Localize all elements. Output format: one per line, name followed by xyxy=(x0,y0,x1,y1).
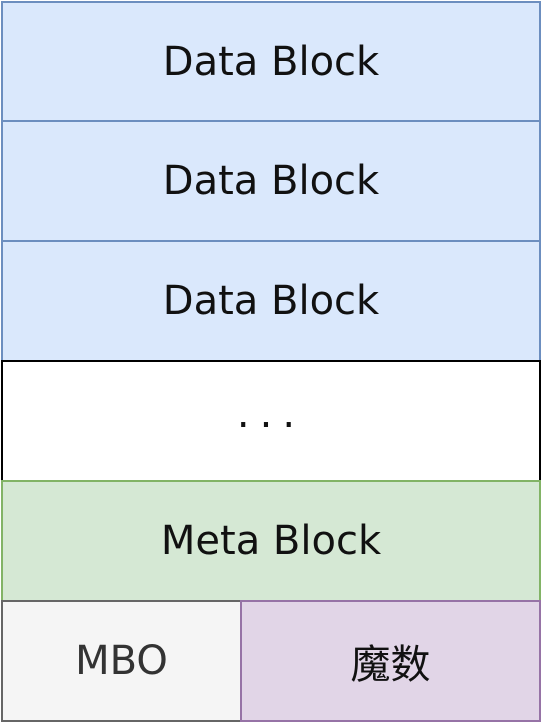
mbo-label: MBO xyxy=(75,638,168,684)
meta-block: Meta Block xyxy=(1,480,541,602)
data-block-3: Data Block xyxy=(1,240,541,362)
data-block-3-label: Data Block xyxy=(162,278,380,324)
mbo-block: MBO xyxy=(1,600,242,722)
data-block-1-label: Data Block xyxy=(162,38,380,85)
magic-number-block: 魔数 xyxy=(240,600,541,722)
meta-block-label: Meta Block xyxy=(160,518,382,564)
ellipsis-block: ... xyxy=(1,360,541,482)
data-block-2-label: Data Block xyxy=(162,158,380,204)
data-block-2: Data Block xyxy=(1,120,541,242)
data-block-1: Data Block xyxy=(1,1,541,122)
magic-number-label: 魔数 xyxy=(350,642,431,688)
ellipsis-label: ... xyxy=(236,391,306,437)
